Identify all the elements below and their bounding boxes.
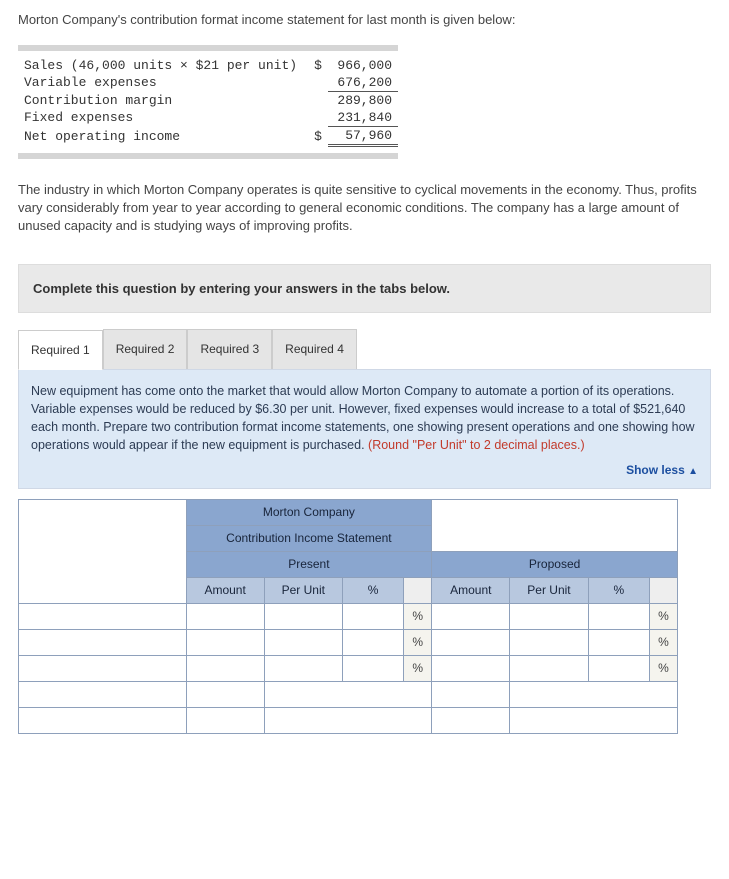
prompt-body: New equipment has come onto the market t…	[31, 384, 695, 452]
row2-present-amount[interactable]	[187, 630, 264, 655]
row4-proposed-amount[interactable]	[432, 682, 509, 707]
tab-required-3[interactable]: Required 3	[187, 329, 272, 369]
pct-unit: %	[404, 603, 432, 629]
grid-title: Morton Company	[186, 499, 432, 525]
ledger-sym	[308, 109, 328, 127]
row5-label-input[interactable]	[19, 708, 186, 733]
row5-present-amount[interactable]	[187, 708, 264, 733]
col-pct-present: %	[342, 577, 403, 603]
ledger-label: Net operating income	[18, 127, 308, 146]
show-less-toggle[interactable]: Show less ▲	[31, 462, 698, 480]
tab-required-2[interactable]: Required 2	[103, 329, 188, 369]
ledger-label: Fixed expenses	[18, 109, 308, 127]
pct-unit: %	[649, 655, 677, 681]
row2-present-pct[interactable]	[343, 630, 403, 655]
grid-subtitle: Contribution Income Statement	[186, 525, 432, 551]
ledger-row: Variable expenses 676,200	[18, 74, 398, 92]
pct-unit: %	[649, 629, 677, 655]
ledger-table: Sales (46,000 units × $21 per unit) $ 96…	[18, 57, 398, 147]
row5-proposed-amount[interactable]	[432, 708, 509, 733]
col-perunit-present: Per Unit	[264, 577, 342, 603]
narrative-paragraph: The industry in which Morton Company ope…	[18, 181, 711, 236]
pct-unit: %	[404, 629, 432, 655]
intro-text: Morton Company's contribution format inc…	[18, 12, 711, 27]
row3-proposed-perunit[interactable]	[510, 656, 587, 681]
table-row	[19, 681, 678, 707]
tab-required-4[interactable]: Required 4	[272, 329, 357, 369]
col-amount-proposed: Amount	[432, 577, 510, 603]
ledger-sym: $	[308, 57, 328, 74]
col-pctu-present	[404, 577, 432, 603]
row2-proposed-pct[interactable]	[589, 630, 649, 655]
row4-present-amount[interactable]	[187, 682, 264, 707]
ledger-val: 231,840	[328, 109, 398, 127]
income-statement-ledger: Sales (46,000 units × $21 per unit) $ 96…	[18, 45, 398, 159]
answer-worksheet: Morton Company Contribution Income State…	[18, 499, 711, 734]
ledger-sym	[308, 74, 328, 92]
row5-proposed-blank	[510, 707, 678, 733]
row1-proposed-perunit[interactable]	[510, 604, 587, 629]
ledger-label: Contribution margin	[18, 92, 308, 110]
ledger-sym	[308, 92, 328, 110]
ledger-val: 289,800	[328, 92, 398, 110]
row3-proposed-amount[interactable]	[432, 656, 509, 681]
col-pctu-proposed	[649, 577, 677, 603]
ledger-label: Variable expenses	[18, 74, 308, 92]
row4-label-input[interactable]	[19, 682, 186, 707]
section-present-header: Present	[186, 551, 432, 577]
row2-label-input[interactable]	[19, 630, 186, 655]
row3-present-amount[interactable]	[187, 656, 264, 681]
ledger-val: 966,000	[328, 57, 398, 74]
ledger-row: Fixed expenses 231,840	[18, 109, 398, 127]
section-proposed-header: Proposed	[432, 551, 678, 577]
row5-present-blank	[264, 707, 432, 733]
instruction-banner: Complete this question by entering your …	[18, 264, 711, 313]
row1-present-pct[interactable]	[343, 604, 403, 629]
grid-blank	[432, 499, 678, 551]
row4-present-blank	[264, 681, 432, 707]
row4-proposed-blank	[510, 681, 678, 707]
row2-proposed-perunit[interactable]	[510, 630, 587, 655]
table-row: % %	[19, 655, 678, 681]
tab-strip: Required 1 Required 2 Required 3 Require…	[18, 329, 711, 370]
row1-present-perunit[interactable]	[265, 604, 342, 629]
table-row	[19, 707, 678, 733]
ledger-row: Sales (46,000 units × $21 per unit) $ 96…	[18, 57, 398, 74]
ledger-label: Sales (46,000 units × $21 per unit)	[18, 57, 308, 74]
pct-unit: %	[404, 655, 432, 681]
row1-proposed-amount[interactable]	[432, 604, 509, 629]
ledger-val: 676,200	[328, 74, 398, 92]
grid-corner	[19, 499, 187, 603]
col-amount-present: Amount	[186, 577, 264, 603]
row3-present-pct[interactable]	[343, 656, 403, 681]
show-less-label: Show less	[626, 463, 685, 477]
row3-proposed-pct[interactable]	[589, 656, 649, 681]
row3-label-input[interactable]	[19, 656, 186, 681]
table-row: % %	[19, 603, 678, 629]
row1-present-amount[interactable]	[187, 604, 264, 629]
col-pct-proposed: %	[588, 577, 649, 603]
col-perunit-proposed: Per Unit	[510, 577, 588, 603]
collapse-icon: ▲	[688, 466, 698, 477]
row1-label-input[interactable]	[19, 604, 186, 629]
question-prompt: New equipment has come onto the market t…	[18, 369, 711, 489]
row2-present-perunit[interactable]	[265, 630, 342, 655]
pct-unit: %	[649, 603, 677, 629]
tab-required-1[interactable]: Required 1	[18, 330, 103, 370]
table-row: % %	[19, 629, 678, 655]
ledger-sym: $	[308, 127, 328, 146]
contribution-grid: Morton Company Contribution Income State…	[18, 499, 678, 734]
prompt-rounding-note: (Round "Per Unit" to 2 decimal places.)	[368, 438, 585, 452]
ledger-row: Net operating income $ 57,960	[18, 127, 398, 146]
row1-proposed-pct[interactable]	[589, 604, 649, 629]
ledger-row: Contribution margin 289,800	[18, 92, 398, 110]
ledger-val: 57,960	[328, 127, 398, 146]
row2-proposed-amount[interactable]	[432, 630, 509, 655]
row3-present-perunit[interactable]	[265, 656, 342, 681]
